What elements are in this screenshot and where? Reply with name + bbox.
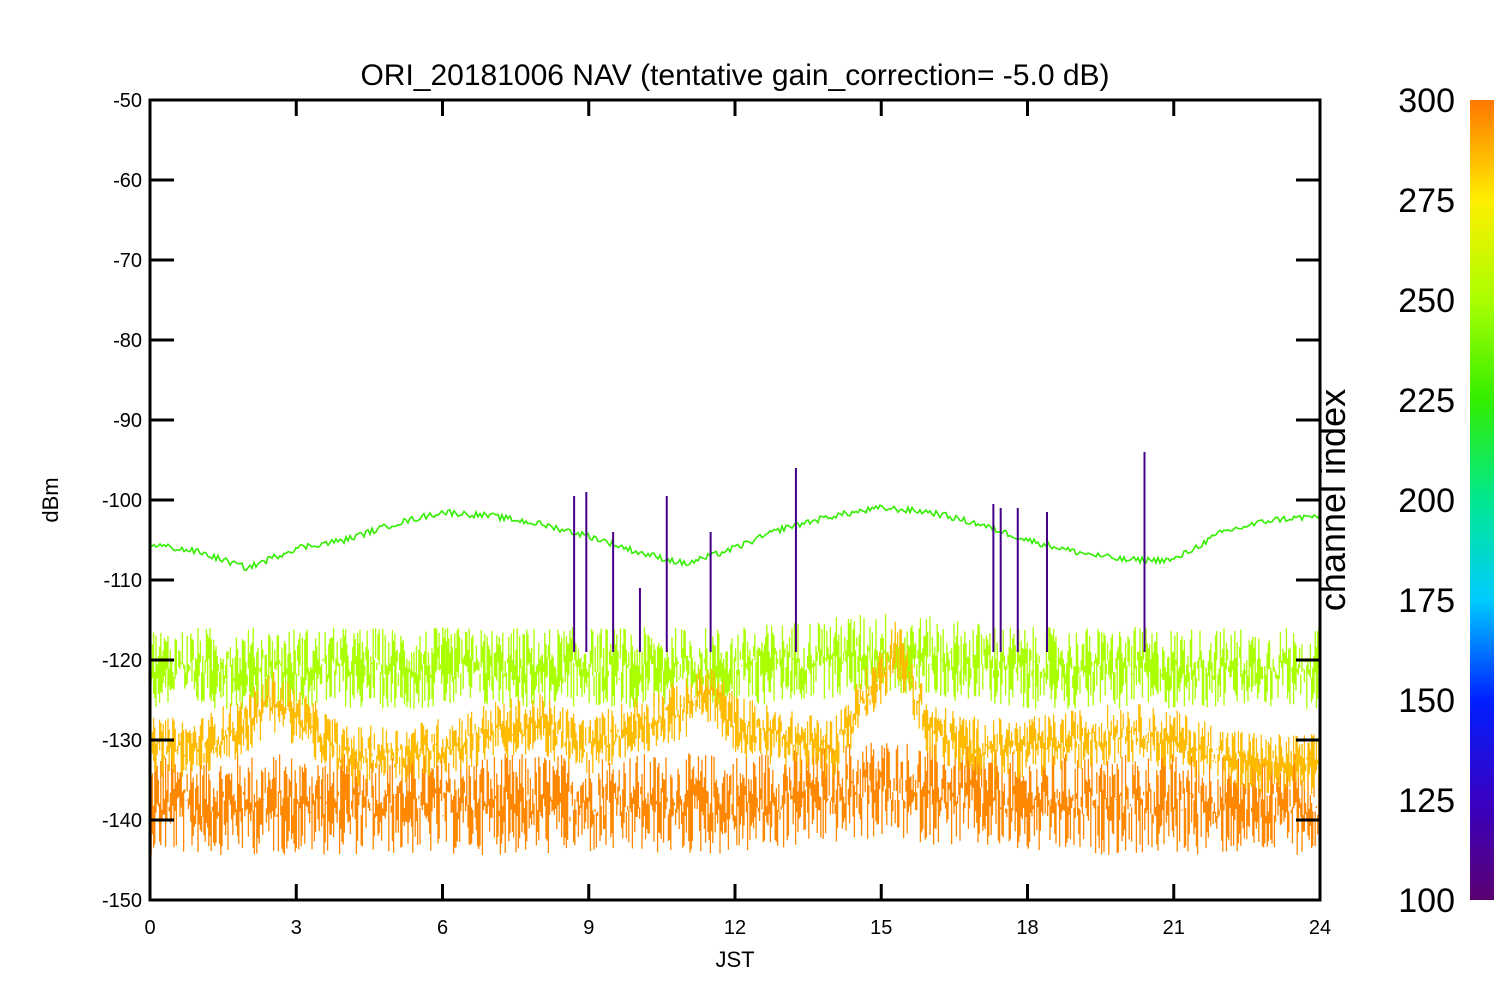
y-tick-label: -120	[102, 650, 142, 672]
x-tick-label: 6	[437, 917, 448, 939]
series-band-2	[150, 621, 1320, 795]
colorbar-title: channel index	[1312, 389, 1353, 611]
x-tick-label: 24	[1309, 917, 1331, 939]
chart-title: ORI_20181006 NAV (tentative gain_correct…	[360, 59, 1109, 92]
series-band-1	[150, 614, 1320, 709]
y-tick-label: -130	[102, 730, 142, 752]
colorbar-tick-label: 150	[1398, 682, 1455, 720]
x-axis-title: JST	[715, 947, 754, 972]
colorbar-tick-label: 125	[1398, 782, 1455, 820]
y-tick-label: -90	[113, 410, 142, 432]
plot-data	[150, 452, 1320, 856]
y-tick-label: -100	[102, 490, 142, 512]
colorbar-tick-label: 175	[1398, 582, 1455, 620]
y-tick-label: -110	[103, 570, 142, 592]
colorbar	[1470, 100, 1494, 900]
colorbar-ticks: 100 125 150 175 200 225 250 275 300	[1398, 82, 1455, 920]
colorbar-tick-label: 200	[1398, 482, 1455, 520]
x-tick-label: 3	[291, 917, 302, 939]
x-tick-label: 12	[724, 917, 746, 939]
y-tick-label: -60	[113, 170, 142, 192]
y-tick-label: -50	[113, 90, 142, 112]
series-band-3	[150, 742, 1320, 856]
colorbar-tick-label: 300	[1398, 82, 1455, 120]
colorbar-tick-label: 225	[1398, 382, 1455, 420]
colorbar-tick-label: 275	[1398, 182, 1455, 220]
x-tick-label: 9	[583, 917, 594, 939]
x-tick-label: 0	[144, 917, 155, 939]
x-tick-label: 21	[1163, 917, 1185, 939]
y-axis-title: dBm	[38, 477, 63, 522]
x-tick-label: 15	[870, 917, 892, 939]
y-tick-label: -70	[113, 250, 142, 272]
colorbar-tick-label: 100	[1398, 882, 1455, 920]
colorbar-tick-label: 250	[1398, 282, 1455, 320]
x-tick-label: 18	[1016, 917, 1038, 939]
y-tick-label: -150	[102, 890, 142, 912]
axis-ticks: 0 3 6 9 12 15 18 21 24 -50 -60 -70 -80 -90 -100 -110 -12…	[102, 90, 1331, 939]
y-tick-label: -80	[113, 330, 142, 352]
series-line-0	[150, 504, 1320, 572]
y-tick-label: -140	[102, 810, 142, 832]
